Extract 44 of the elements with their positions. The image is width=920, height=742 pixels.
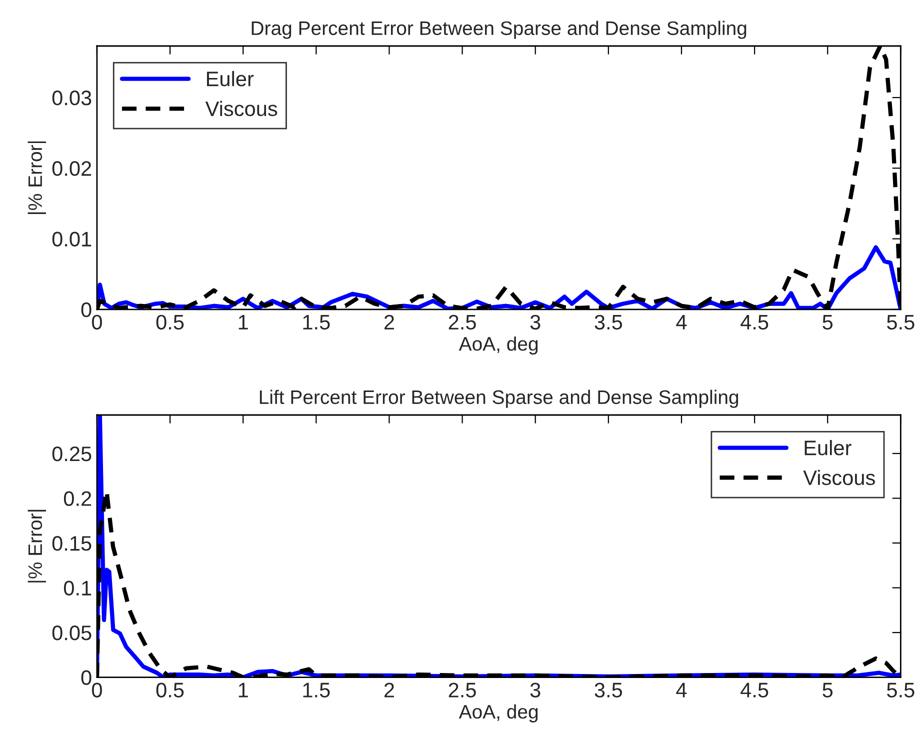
chart-title: Lift Percent Error Between Sparse and Dense Sampling (260, 390, 738, 408)
x-tick-label: 3 (530, 314, 540, 330)
x-tick-label: 5.5 (887, 682, 914, 698)
x-tick-label: 0 (92, 682, 102, 698)
x-tick-label: 5.5 (887, 315, 914, 330)
legend-label: Viscous (803, 470, 875, 486)
x-tick-label: 3.5 (594, 314, 622, 330)
x-tick-label: 4 (676, 315, 687, 330)
y-tick-label: 0.25 (52, 446, 92, 462)
y-axis-title: |% Error| (28, 510, 46, 582)
x-tick-label: 3.5 (594, 682, 622, 698)
x-tick-label: 0 (92, 314, 102, 330)
chart-title: Drag Percent Error Between Sparse and Dense Sampling (252, 20, 746, 39)
x-axis-title: AoA, deg (458, 704, 538, 722)
x-tick-label: 1.5 (303, 315, 330, 330)
x-tick-label: 2.5 (448, 682, 476, 698)
x-tick-label: 1.5 (303, 682, 330, 698)
x-tick-label: 4.5 (740, 315, 768, 330)
x-tick-label: 5 (822, 315, 833, 330)
legend-label: Euler (207, 71, 254, 86)
x-tick-label: 2 (384, 682, 394, 698)
y-tick-label: 0.01 (52, 232, 92, 247)
y-tick-label: 0.1 (64, 580, 92, 596)
y-axis-title: |% Error| (28, 141, 46, 214)
x-tick-label: 3 (530, 682, 540, 698)
legend-label: Euler (804, 440, 852, 456)
y-tick-label: 0.03 (52, 90, 92, 106)
x-tick-label: 0.5 (156, 314, 184, 330)
y-tick-label: 0.05 (52, 626, 92, 640)
y-tick-label: 0 (81, 302, 92, 318)
y-tick-label: 0 (81, 670, 92, 686)
y-tick-label: 0.02 (52, 161, 92, 176)
x-tick-label: 1 (238, 315, 248, 330)
y-tick-label: 0.15 (52, 536, 92, 551)
x-tick-label: 4 (676, 682, 687, 698)
y-tick-label: 0.2 (64, 491, 92, 506)
x-axis-title: AoA, deg (458, 336, 538, 355)
x-tick-label: 5 (822, 682, 833, 698)
x-tick-label: 0.5 (156, 682, 184, 698)
legend-label: Viscous (205, 100, 278, 116)
x-tick-label: 2 (384, 314, 394, 330)
x-tick-label: 2.5 (448, 314, 476, 330)
x-tick-label: 4.5 (740, 682, 768, 698)
x-tick-label: 1 (238, 682, 248, 698)
